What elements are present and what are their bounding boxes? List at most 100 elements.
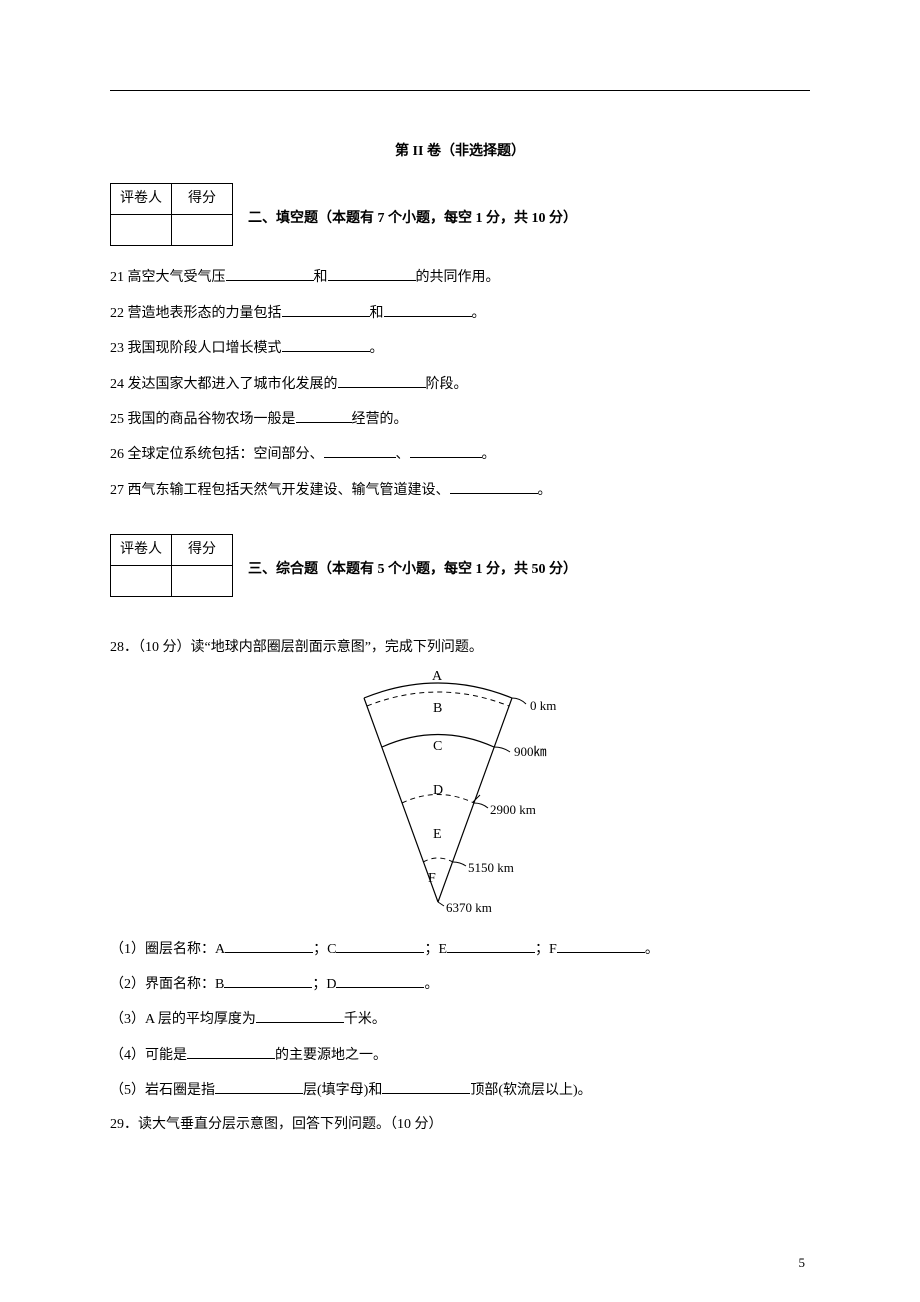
- q28-1-blank-F: [557, 938, 645, 953]
- leader-2900: [474, 803, 488, 808]
- q21: 21 高空大气受气压 和 的共同作用。: [110, 266, 810, 289]
- score-cell-reviewer-2: [111, 566, 172, 597]
- q28-5-blank-2: [382, 1079, 470, 1094]
- earth-diagram-svg: [320, 672, 600, 922]
- q23-text-b: 。: [370, 341, 384, 356]
- score-table-1: 评卷人 得分: [110, 183, 233, 246]
- score-col-reviewer: 评卷人: [111, 184, 172, 215]
- page-container: 第 II 卷（非选择题） 评卷人 得分 二、填空题（本题有 7 个小题，每空 1…: [0, 0, 920, 1302]
- q24: 24 发达国家大都进入了城市化发展的 阶段。: [110, 373, 810, 396]
- q28-2-blank-B: [224, 973, 312, 988]
- q28-5c: 顶部(软流层以上)。: [470, 1083, 591, 1098]
- label-B: B: [433, 698, 442, 720]
- q28-1-blank-C: [336, 938, 424, 953]
- q28-3-blank: [256, 1008, 344, 1023]
- q28-2c: 。: [424, 977, 438, 992]
- q21-text-a: 21 高空大气受气压: [110, 270, 226, 285]
- q21-blank-1: [226, 266, 314, 281]
- q28-1c: ；E: [424, 942, 447, 957]
- part-title: 第 II 卷（非选择题）: [110, 141, 810, 163]
- q27: 27 西气东输工程包括天然气开发建设、输气管道建设、 。: [110, 479, 810, 502]
- q25-blank-1: [296, 408, 352, 423]
- depth-900: 900㎞: [514, 742, 547, 763]
- q26-text-c: 。: [482, 447, 496, 462]
- q24-text-a: 24 发达国家大都进入了城市化发展的: [110, 377, 338, 392]
- q28-1: （1）圈层名称：A ；C ；E ；F 。: [110, 938, 810, 961]
- q28-4: （4）可能是 的主要源地之一。: [110, 1044, 810, 1067]
- score-cell-reviewer: [111, 215, 172, 246]
- q28-3a: （3）A 层的平均厚度为: [110, 1012, 256, 1027]
- q24-text-b: 阶段。: [426, 377, 468, 392]
- q28-2: （2）界面名称：B ；D 。: [110, 973, 810, 996]
- q26-blank-2: [410, 443, 482, 458]
- q28-3: （3）A 层的平均厚度为 千米。: [110, 1008, 810, 1031]
- section3-header: 评卷人 得分 三、综合题（本题有 5 个小题，每空 1 分，共 50 分）: [110, 534, 810, 597]
- q24-blank-1: [338, 373, 426, 388]
- q28-1d: ；F: [535, 942, 557, 957]
- q22: 22 营造地表形态的力量包括 和 。: [110, 302, 810, 325]
- q28-5-blank-1: [215, 1079, 303, 1094]
- q28-intro: 28．（10 分）读“地球内部圈层剖面示意图”，完成下列问题。: [110, 637, 810, 659]
- depth-2900: 2900 km: [490, 800, 536, 821]
- q29: 29．读大气垂直分层示意图，回答下列问题。（10 分）: [110, 1114, 810, 1136]
- leader-5150: [453, 862, 466, 866]
- q22-text-c: 。: [472, 306, 486, 321]
- page-number: 5: [799, 1253, 806, 1274]
- q28-1a: （1）圈层名称：A: [110, 942, 225, 957]
- label-E: E: [433, 824, 442, 846]
- q28-5a: （5）岩石圈是指: [110, 1083, 215, 1098]
- q22-blank-2: [384, 302, 472, 317]
- q25-text-a: 25 我国的商品谷物农场一般是: [110, 412, 296, 427]
- wedge-left-edge: [364, 698, 438, 902]
- q26: 26 全球定位系统包括：空间部分、 、 。: [110, 443, 810, 466]
- q28-5b: 层(填字母)和: [303, 1083, 382, 1098]
- q27-blank-1: [450, 479, 538, 494]
- header-rule: [110, 90, 810, 91]
- q28-1b: ；C: [313, 942, 336, 957]
- q28-2b: ；D: [312, 977, 336, 992]
- q28-3b: 千米。: [344, 1012, 386, 1027]
- q21-text-b: 和: [314, 270, 328, 285]
- q21-blank-2: [328, 266, 416, 281]
- q28-1-blank-A: [225, 938, 313, 953]
- q25-text-b: 经营的。: [352, 412, 408, 427]
- q28-1-blank-E: [447, 938, 535, 953]
- q28-4b: 的主要源地之一。: [275, 1048, 387, 1063]
- label-A: A: [432, 666, 442, 688]
- leader-6370: [438, 902, 444, 906]
- depth-0: 0 km: [530, 696, 556, 717]
- label-C: C: [433, 736, 442, 758]
- score-table-2: 评卷人 得分: [110, 534, 233, 597]
- score-col-reviewer-2: 评卷人: [111, 535, 172, 566]
- q26-blank-1: [324, 443, 396, 458]
- q23: 23 我国现阶段人口增长模式 。: [110, 337, 810, 360]
- score-col-score-2: 得分: [172, 535, 233, 566]
- q28-2a: （2）界面名称：B: [110, 977, 224, 992]
- q28-4-blank: [187, 1044, 275, 1059]
- q26-text-b: 、: [396, 447, 410, 462]
- q22-blank-1: [282, 302, 370, 317]
- q28-2-blank-D: [336, 973, 424, 988]
- q27-text-a: 27 西气东输工程包括天然气开发建设、输气管道建设、: [110, 483, 450, 498]
- q28-1e: 。: [645, 942, 659, 957]
- q27-text-b: 。: [538, 483, 552, 498]
- arc-5150: [423, 858, 453, 862]
- leader-900: [494, 747, 510, 752]
- depth-5150: 5150 km: [468, 858, 514, 879]
- earth-layers-diagram: A B C D E F 0 km 900㎞ 2900 km 5150 km 63…: [320, 672, 600, 922]
- label-F: F: [428, 868, 436, 890]
- q28-4a: （4）可能是: [110, 1048, 187, 1063]
- q22-text-a: 22 营造地表形态的力量包括: [110, 306, 282, 321]
- q23-blank-1: [282, 337, 370, 352]
- section2-header: 评卷人 得分 二、填空题（本题有 7 个小题，每空 1 分，共 10 分）: [110, 183, 810, 246]
- q26-text-a: 26 全球定位系统包括：空间部分、: [110, 447, 324, 462]
- q22-text-b: 和: [370, 306, 384, 321]
- label-D: D: [433, 780, 443, 802]
- score-col-score: 得分: [172, 184, 233, 215]
- q25: 25 我国的商品谷物农场一般是 经营的。: [110, 408, 810, 431]
- depth-6370: 6370 km: [446, 898, 492, 919]
- leader-0km: [512, 698, 526, 704]
- q23-text-a: 23 我国现阶段人口增长模式: [110, 341, 282, 356]
- q21-text-c: 的共同作用。: [416, 270, 500, 285]
- score-cell-score: [172, 215, 233, 246]
